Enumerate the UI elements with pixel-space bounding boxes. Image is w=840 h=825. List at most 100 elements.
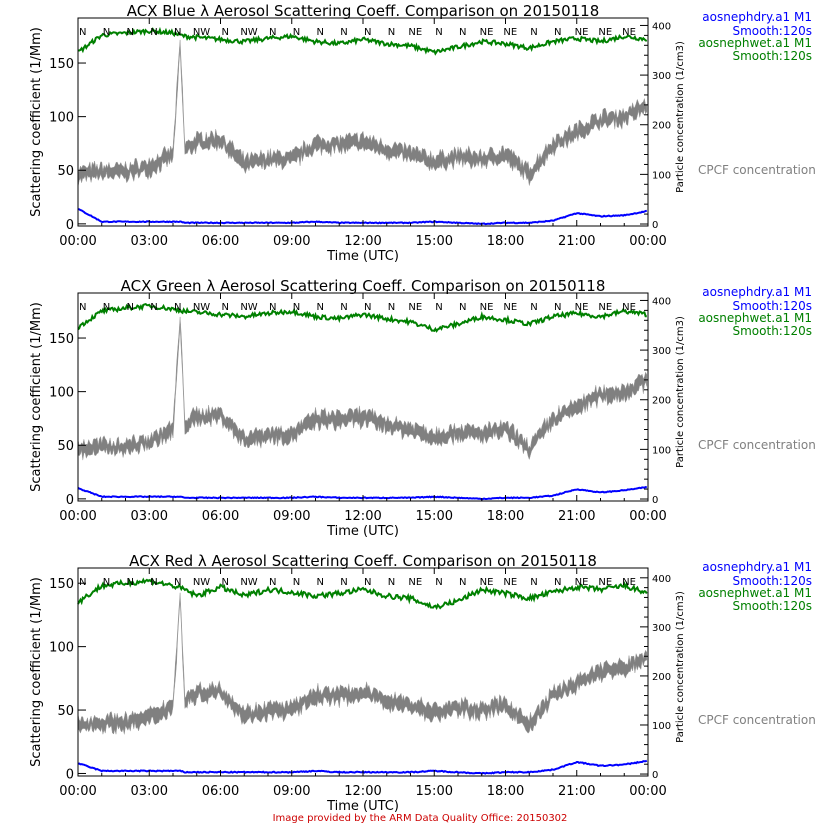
legend-cpc-name: CPCF concentration	[698, 163, 816, 177]
wind-direction-label: N	[340, 302, 347, 313]
wind-direction-label: N	[364, 577, 371, 588]
wind-direction-label: NW	[240, 302, 257, 313]
wind-direction-label: N	[459, 577, 466, 588]
plot-frame	[77, 292, 649, 502]
wind-direction-label: NE	[575, 577, 589, 588]
y-tick-label: 50	[57, 164, 74, 179]
y2-tick-label: 300	[652, 71, 671, 82]
wind-direction-label: NE	[408, 302, 422, 313]
wind-direction-label: N	[103, 27, 110, 38]
wind-direction-label: N	[127, 577, 134, 588]
y2-tick-label: 0	[652, 495, 658, 506]
x-tick-label: 03:00	[131, 784, 168, 799]
legend-dry-smooth: Smooth:120s	[733, 574, 813, 588]
y-axis-label: Scattering coefficient (1/Mm)	[29, 577, 44, 767]
x-tick-label: 00:00	[59, 234, 96, 249]
wind-direction-label: NE	[598, 302, 612, 313]
wind-direction-label: N	[554, 302, 561, 313]
x-tick-label: 15:00	[416, 784, 453, 799]
panel-3: ACX Red λ Aerosol Scattering Coeff. Comp…	[29, 552, 816, 814]
x-tick-label: 12:00	[344, 784, 381, 799]
wind-direction-label: NW	[193, 302, 210, 313]
legend-dry-name: aosnephdry.a1 M1	[702, 285, 812, 299]
wind-direction-label: NE	[575, 27, 589, 38]
wind-direction-label: NW	[193, 27, 210, 38]
wind-direction-label: NE	[622, 302, 636, 313]
x-tick-label: 15:00	[416, 234, 453, 249]
series-cpcf-concentration	[77, 39, 648, 187]
x-tick-label: 09:00	[273, 784, 310, 799]
x-tick-label: 03:00	[131, 509, 168, 524]
wind-direction-label: N	[364, 302, 371, 313]
wind-direction-label: NE	[575, 302, 589, 313]
cpc-band	[77, 592, 648, 735]
wind-direction-label: NW	[240, 27, 257, 38]
wind-direction-label: N	[293, 302, 300, 313]
y-tick-label: 50	[57, 439, 74, 454]
wind-direction-label: N	[530, 577, 537, 588]
wind-direction-label: NW	[240, 577, 257, 588]
wind-direction-label: N	[174, 577, 181, 588]
wind-direction-label: N	[435, 302, 442, 313]
wind-direction-label: N	[79, 302, 86, 313]
wind-direction-label: NE	[408, 27, 422, 38]
panel-1: ACX Blue λ Aerosol Scattering Coeff. Com…	[29, 2, 816, 264]
wind-direction-label: N	[388, 302, 395, 313]
wind-direction-label: N	[459, 27, 466, 38]
x-tick-label: 18:00	[487, 784, 524, 799]
wind-direction-label: N	[530, 27, 537, 38]
legend-wet-name: aosnephwet.a1 M1	[698, 36, 812, 50]
wind-direction-label: N	[530, 302, 537, 313]
y-tick-label: 0	[66, 493, 74, 508]
x-axis-label: Time (UTC)	[326, 249, 399, 264]
legend: aosnephdry.a1 M1Smooth:120saosnephwet.a1…	[698, 10, 816, 177]
y2-tick-label: 400	[652, 574, 671, 585]
wind-direction-label: NE	[598, 577, 612, 588]
series-wet-line	[77, 303, 647, 333]
wind-direction-label: N	[269, 577, 276, 588]
plot-frame	[77, 17, 649, 227]
wind-direction-label: N	[435, 577, 442, 588]
x-tick-label: 21:00	[558, 509, 595, 524]
x-tick-label: 00:00	[629, 784, 666, 799]
cpc-band	[77, 39, 648, 187]
wind-direction-label: N	[340, 27, 347, 38]
y2-tick-label: 200	[652, 672, 671, 683]
wind-direction-label: N	[222, 27, 229, 38]
x-axis-label: Time (UTC)	[326, 799, 399, 814]
x-tick-label: 00:00	[59, 784, 96, 799]
x-tick-label: 12:00	[344, 234, 381, 249]
legend-wet-smooth: Smooth:120s	[733, 49, 813, 63]
y2-tick-label: 100	[652, 445, 671, 456]
wind-direction-label: N	[222, 577, 229, 588]
legend-wet-name: aosnephwet.a1 M1	[698, 586, 812, 600]
y-tick-label: 0	[66, 767, 74, 782]
y-tick-label: 100	[49, 386, 74, 401]
wind-direction-label: N	[364, 27, 371, 38]
legend-dry-name: aosnephdry.a1 M1	[702, 560, 812, 574]
wind-direction-label: N	[103, 577, 110, 588]
x-tick-label: 18:00	[487, 509, 524, 524]
legend-dry-smooth: Smooth:120s	[733, 299, 813, 313]
wind-direction-label: N	[127, 302, 134, 313]
y2-tick-label: 0	[652, 220, 658, 231]
wind-direction-label: N	[103, 302, 110, 313]
footer-credit: Image provided by the ARM Data Quality O…	[273, 813, 568, 824]
series-wet-line	[77, 577, 648, 611]
x-tick-label: 12:00	[344, 509, 381, 524]
wind-direction-label: N	[459, 302, 466, 313]
y-tick-label: 150	[49, 57, 74, 72]
wind-direction-label: N	[435, 27, 442, 38]
y2-axis-label: Particle concentration (1/cm3)	[675, 591, 686, 743]
legend-dry-smooth: Smooth:120s	[733, 24, 813, 38]
wind-direction-label: N	[317, 302, 324, 313]
y2-axis-label: Particle concentration (1/cm3)	[675, 41, 686, 193]
wind-direction-label: NE	[480, 577, 494, 588]
wind-direction-label: N	[340, 577, 347, 588]
x-tick-label: 06:00	[202, 234, 239, 249]
wind-direction-label: N	[150, 302, 157, 313]
wind-direction-label: N	[388, 27, 395, 38]
wind-direction-label: N	[174, 27, 181, 38]
y2-axis-label: Particle concentration (1/cm3)	[675, 316, 686, 468]
